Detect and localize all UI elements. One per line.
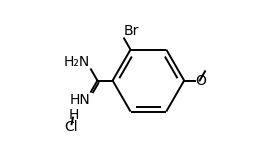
Text: O: O	[195, 73, 206, 88]
Text: Cl: Cl	[64, 120, 78, 134]
Text: H₂N: H₂N	[64, 55, 90, 69]
Text: Br: Br	[123, 24, 139, 38]
Text: HN: HN	[70, 93, 90, 106]
Text: H: H	[69, 108, 79, 122]
